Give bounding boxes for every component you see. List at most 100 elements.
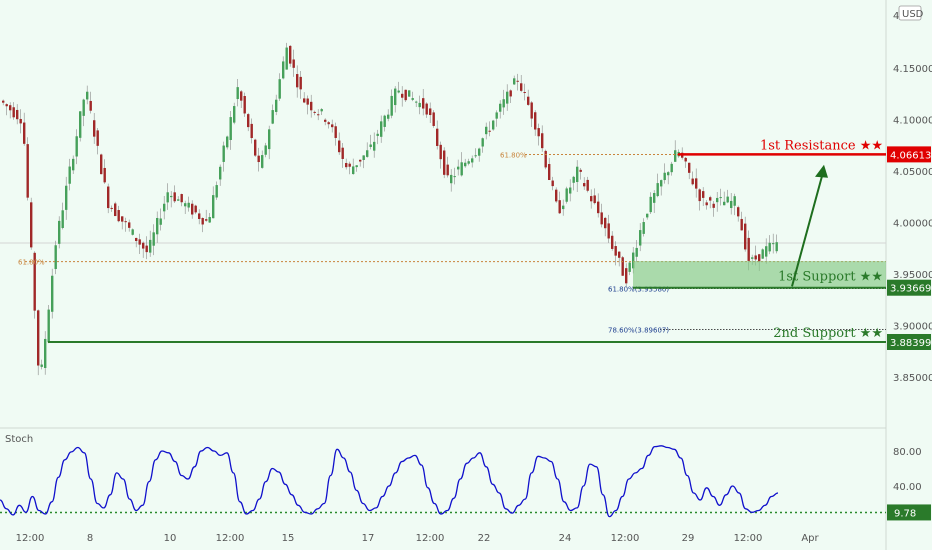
candle-body	[376, 133, 379, 136]
candle-body	[695, 178, 698, 189]
candle-body	[527, 96, 530, 105]
candle-body	[513, 78, 516, 85]
candle-body	[68, 166, 71, 184]
candle-body	[310, 101, 313, 111]
candle-body	[674, 150, 677, 162]
candle-body	[688, 162, 691, 173]
candle-body	[436, 128, 439, 146]
candle-body	[303, 98, 306, 103]
candle-body	[551, 180, 554, 187]
candle-body	[47, 309, 50, 343]
projection-arrow	[791, 168, 825, 287]
candle-body	[429, 108, 432, 116]
candle-body	[639, 230, 642, 246]
candle-body	[492, 120, 495, 130]
candle-body	[740, 218, 743, 231]
candle-body	[499, 103, 502, 112]
price-tick-label: 4.15000	[893, 64, 932, 75]
candle-body	[611, 235, 614, 249]
fib-label: 78.60%(3.89607)	[608, 327, 669, 335]
candle-body	[58, 220, 61, 244]
candle-body	[194, 205, 197, 213]
candle-body	[23, 122, 26, 144]
candle-body	[348, 163, 351, 167]
candle-body	[425, 103, 428, 115]
candle-body	[51, 275, 54, 312]
candle-body	[366, 150, 369, 157]
candle-body	[660, 180, 663, 187]
candle-body	[635, 247, 638, 257]
candle-body	[212, 195, 215, 219]
candle-body	[562, 205, 565, 210]
candle-body	[485, 126, 488, 135]
candle-body	[327, 122, 330, 125]
candle-body	[114, 203, 117, 217]
candle-body	[275, 99, 278, 112]
candle-body	[247, 114, 250, 128]
candle-body	[54, 245, 57, 270]
candle-body	[306, 98, 309, 105]
candle-body	[243, 96, 246, 114]
support-2-label: 2nd Support ★★	[773, 326, 883, 341]
candle-body	[555, 189, 558, 202]
candle-body	[751, 257, 754, 259]
candle-body	[264, 145, 267, 155]
candle-body	[222, 145, 225, 162]
candle-body	[541, 133, 544, 149]
candle-body	[481, 138, 484, 147]
candle-body	[586, 179, 589, 191]
candle-body	[271, 110, 274, 124]
candle-body	[702, 191, 705, 198]
candle-body	[506, 91, 509, 104]
candle-body	[166, 192, 169, 203]
candle-body	[523, 92, 526, 94]
support-1-price-badge: 3.93669	[890, 284, 931, 295]
candle-body	[450, 174, 453, 184]
candle-body	[324, 119, 327, 122]
candle-body	[432, 112, 435, 126]
candle-body	[723, 201, 726, 206]
candle-body	[593, 195, 596, 204]
currency-label: USD	[902, 9, 924, 20]
candle-body	[744, 223, 747, 250]
candle-body	[208, 216, 211, 223]
candle-body	[320, 109, 323, 112]
candle-body	[40, 364, 43, 367]
time-tick-label: 17	[362, 533, 375, 544]
support-2-price-badge-bg	[887, 333, 931, 350]
candle-body	[61, 210, 64, 228]
candle-body	[698, 189, 701, 202]
candle-body	[44, 338, 47, 369]
candle-body	[170, 195, 173, 198]
candle-body	[733, 196, 736, 206]
candle-body	[401, 93, 404, 98]
stochastic-panel: Stoch	[0, 434, 886, 518]
fib-label: 61.80%	[500, 152, 527, 160]
candle-body	[33, 252, 36, 311]
candle-body	[205, 219, 208, 221]
candle-body	[754, 255, 757, 260]
candle-body	[285, 47, 288, 70]
candle-body	[474, 155, 477, 157]
candle-body	[642, 222, 645, 234]
candle-body	[65, 185, 68, 210]
candle-body	[250, 123, 253, 139]
candle-body	[5, 104, 8, 107]
candle-body	[12, 107, 15, 118]
candle-body	[121, 216, 124, 222]
candle-body	[649, 196, 652, 213]
candle-body	[110, 207, 113, 209]
candle-body	[117, 210, 120, 222]
candle-body	[254, 139, 257, 156]
candle-body	[590, 196, 593, 202]
candle-body	[138, 239, 141, 245]
candle-body	[124, 221, 127, 223]
time-tick-label: 8	[87, 533, 93, 544]
candle-body	[191, 203, 194, 215]
fib-label: 61.80%	[18, 259, 45, 267]
candle-body	[296, 74, 299, 88]
candle-body	[614, 246, 617, 256]
candle-body	[100, 154, 103, 175]
candle-body	[180, 194, 183, 203]
candle-body	[534, 112, 537, 130]
